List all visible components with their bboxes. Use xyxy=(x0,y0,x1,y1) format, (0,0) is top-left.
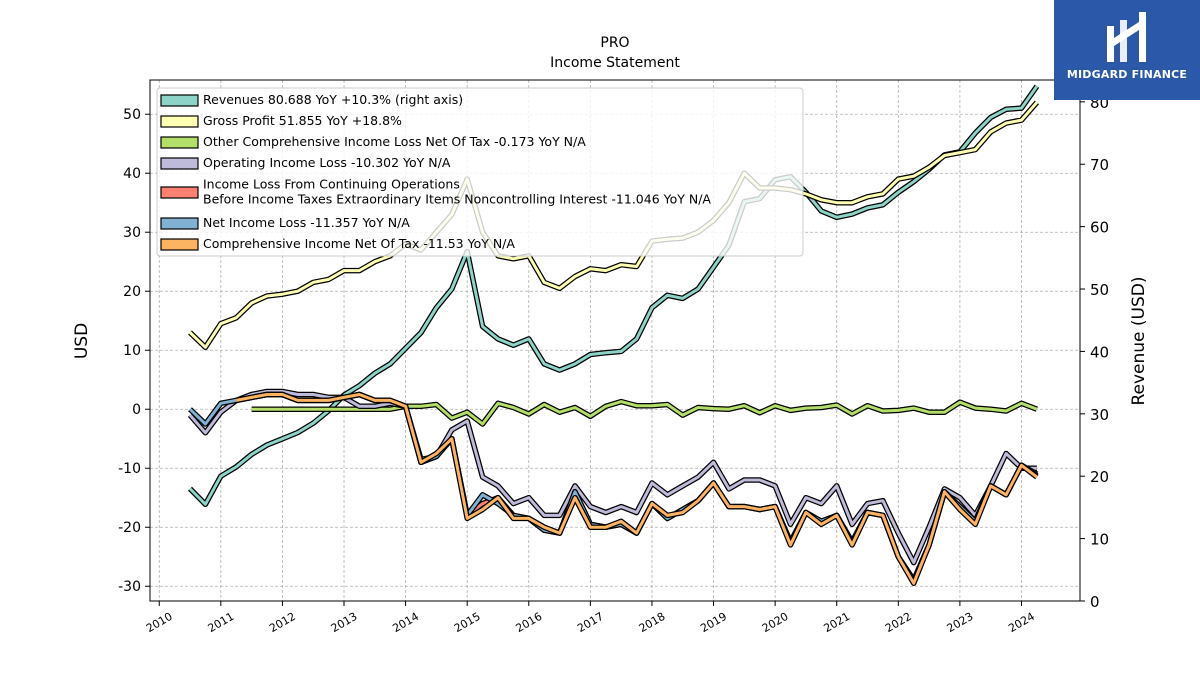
chart-title: PRO xyxy=(600,35,629,51)
y-tick-label-left: 0 xyxy=(132,402,141,418)
chart-subtitle: Income Statement xyxy=(550,55,680,71)
x-tick-label: 2012 xyxy=(267,610,298,635)
y-axis-label-right: Revenue (USD) xyxy=(1129,276,1149,405)
y-tick-label-right: 40 xyxy=(1090,343,1109,361)
y-tick-label-right: 30 xyxy=(1090,406,1109,424)
legend-swatch xyxy=(160,217,199,230)
legend-swatch xyxy=(160,94,199,107)
x-tick-label: 2010 xyxy=(144,610,175,635)
x-tick-label: 2020 xyxy=(760,610,791,635)
x-tick-label: 2018 xyxy=(637,610,668,635)
x-tick-label: 2011 xyxy=(206,610,237,635)
y-tick-label-right: 20 xyxy=(1090,468,1109,486)
plot-frame xyxy=(149,79,1081,602)
y-tick-label-right: 60 xyxy=(1090,219,1109,237)
x-tick-label: 2013 xyxy=(329,610,360,635)
x-tick-label: 2023 xyxy=(945,610,976,635)
series-line xyxy=(251,400,1038,426)
series-line xyxy=(188,101,1039,349)
series-1 xyxy=(188,100,1039,351)
legend-label: Other Comprehensive Income Loss Net Of T… xyxy=(203,134,586,149)
y-tick-label-right: 50 xyxy=(1090,281,1109,299)
legend-swatch xyxy=(160,238,199,251)
series-2 xyxy=(251,398,1038,427)
y-tick-label-right: 10 xyxy=(1090,531,1109,549)
legend-label: Net Income Loss -11.357 YoY N/A xyxy=(203,215,410,230)
y-tick-label-left: 40 xyxy=(123,166,141,182)
x-tick-label: 2021 xyxy=(821,610,852,635)
legend-label: Comprehensive Income Net Of Tax -11.53 Y… xyxy=(203,236,515,251)
y-tick-label-left: -10 xyxy=(118,461,141,477)
x-tick-label: 2017 xyxy=(575,610,606,635)
y-tick-label-right: 0 xyxy=(1090,593,1100,611)
y-tick-label-left: 10 xyxy=(123,343,141,359)
y-axis-label-left: USD xyxy=(72,323,92,359)
x-tick-label: 2022 xyxy=(883,610,914,635)
legend-label: Revenues 80.688 YoY +10.3% (right axis) xyxy=(203,92,463,107)
legend-swatch xyxy=(160,115,199,128)
x-tick-label: 2014 xyxy=(390,610,421,635)
series-lines xyxy=(187,84,1040,587)
y-tick-label-left: 30 xyxy=(123,225,141,241)
y-tick-label-left: 50 xyxy=(123,107,141,123)
y-tick-label-left: -20 xyxy=(118,520,141,536)
series-6 xyxy=(235,391,1039,587)
y-tick-label-left: 20 xyxy=(123,284,141,300)
y-tick-label-right: 70 xyxy=(1090,156,1109,174)
legend-label: Operating Income Loss -10.302 YoY N/A xyxy=(203,155,451,170)
legend: Revenues 80.688 YoY +10.3% (right axis) G… xyxy=(156,87,804,257)
series-line xyxy=(235,393,1038,585)
x-tick-label: 2024 xyxy=(1006,610,1037,635)
brand-logo: MIDGARD FINANCE xyxy=(1054,0,1200,100)
logo-text: MIDGARD FINANCE xyxy=(1066,68,1188,81)
legend-label: Gross Profit 51.855 YoY +18.8% xyxy=(203,113,402,128)
legend-label: Income Loss From Continuing Operations Be… xyxy=(203,177,711,207)
y-tick-label-left: -30 xyxy=(118,579,141,595)
midgard-logo-icon xyxy=(1107,12,1146,62)
legend-swatch xyxy=(160,136,199,149)
legend-box xyxy=(156,87,804,257)
x-tick-label: 2019 xyxy=(698,610,729,635)
x-tick-label: 2015 xyxy=(452,610,483,635)
legend-swatch xyxy=(160,186,199,199)
legend-swatch xyxy=(160,157,199,170)
x-tick-label: 2016 xyxy=(514,610,545,635)
